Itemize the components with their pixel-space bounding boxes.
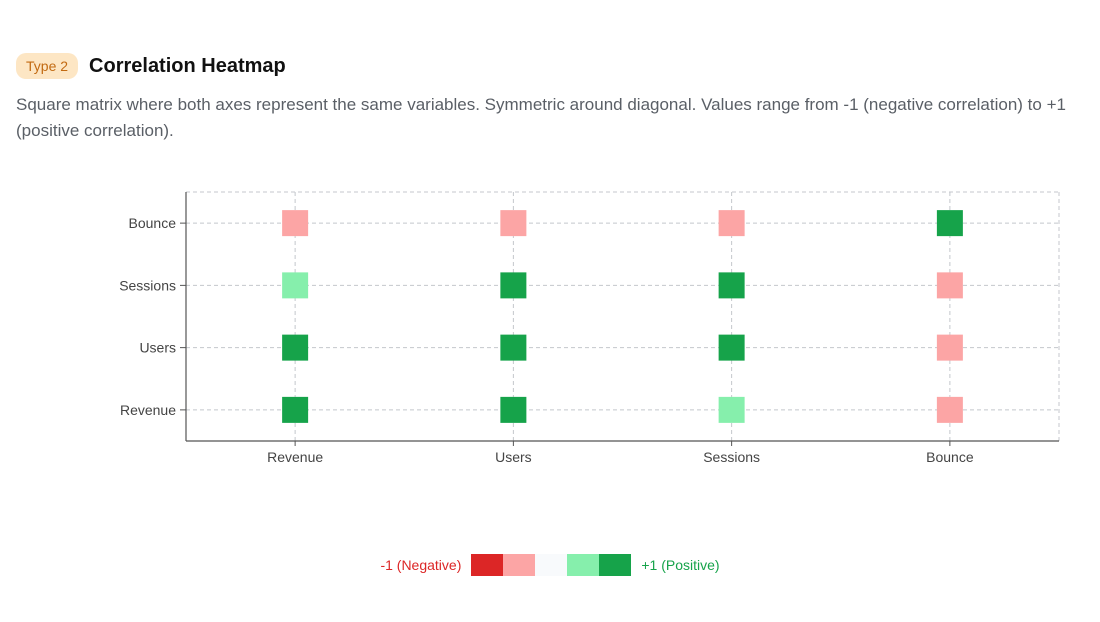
heatmap-cell [718, 334, 745, 361]
legend-swatch [503, 554, 536, 576]
heatmap-cell [936, 396, 963, 423]
legend-swatch [471, 554, 504, 576]
legend-swatch [567, 554, 600, 576]
heatmap-cell [500, 396, 527, 423]
chart-header: Type 2 Correlation Heatmap [16, 53, 286, 79]
x-tick-label: Sessions [703, 449, 760, 465]
legend-negative-label: -1 (Negative) [380, 557, 462, 573]
y-tick-label: Bounce [129, 215, 177, 231]
heatmap-cell [282, 396, 309, 423]
heatmap-cell [282, 334, 309, 361]
x-tick-label: Users [495, 449, 532, 465]
color-legend: -1 (Negative) +1 (Positive) [0, 554, 1100, 576]
heatmap-cell [718, 210, 745, 237]
y-tick-label: Revenue [120, 402, 176, 418]
type-badge: Type 2 [16, 53, 79, 79]
legend-positive-label: +1 (Positive) [641, 557, 720, 573]
x-tick-label: Revenue [267, 449, 323, 465]
heatmap-cell [936, 272, 963, 299]
chart-description: Square matrix where both axes represent … [16, 95, 1066, 140]
heatmap-cell [936, 334, 963, 361]
heatmap-cell [718, 396, 745, 423]
legend-swatch [599, 554, 632, 576]
legend-swatches [471, 554, 632, 576]
heatmap-cell [282, 210, 309, 237]
heatmap-cell [500, 334, 527, 361]
heatmap-cell [500, 210, 527, 237]
heatmap-cell [282, 272, 309, 299]
heatmap-cell [718, 272, 745, 299]
heatmap-cell [936, 210, 963, 237]
y-tick-label: Users [139, 340, 176, 356]
x-tick-label: Bounce [926, 449, 974, 465]
legend-swatch [535, 554, 568, 576]
y-tick-label: Sessions [119, 277, 176, 293]
heatmap-cell [500, 272, 527, 299]
chart-title: Correlation Heatmap [89, 54, 286, 77]
heatmap-chart: Revenue Users Sessions Bounce Revenue Users Se… [119, 191, 1060, 465]
